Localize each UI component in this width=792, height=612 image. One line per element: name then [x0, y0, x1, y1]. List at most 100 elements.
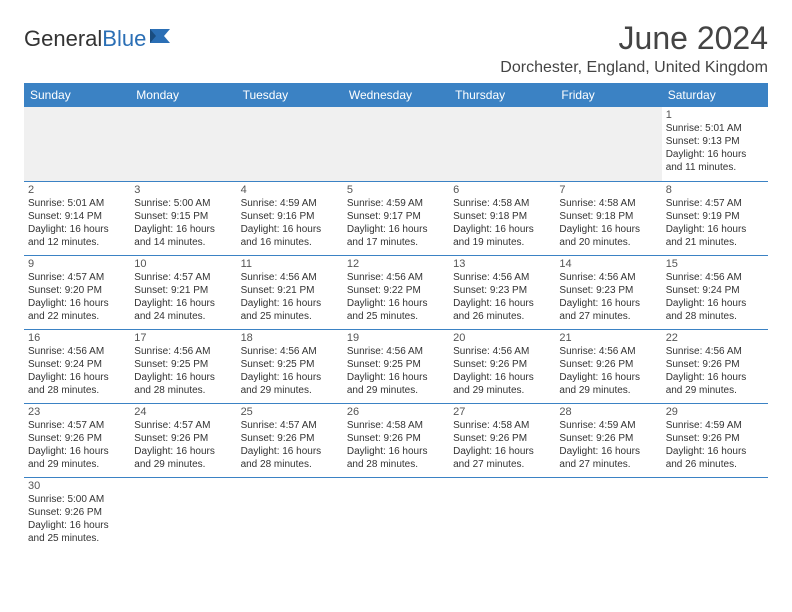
daylight-text: and 25 minutes. — [241, 310, 339, 323]
day-number: 30 — [28, 480, 126, 492]
sunset-text: Sunset: 9:18 PM — [559, 210, 657, 223]
sunset-text: Sunset: 9:26 PM — [453, 358, 551, 371]
calendar-empty-cell — [237, 107, 343, 181]
location-text: Dorchester, England, United Kingdom — [500, 59, 768, 77]
day-number: 19 — [347, 332, 445, 344]
sunrise-text: Sunrise: 4:56 AM — [453, 345, 551, 358]
day-number: 17 — [134, 332, 232, 344]
sunset-text: Sunset: 9:24 PM — [666, 284, 764, 297]
day-number: 5 — [347, 184, 445, 196]
day-number: 22 — [666, 332, 764, 344]
sunset-text: Sunset: 9:21 PM — [134, 284, 232, 297]
flag-icon — [150, 27, 176, 45]
calendar-empty-cell — [662, 477, 768, 551]
sunset-text: Sunset: 9:25 PM — [241, 358, 339, 371]
calendar-day-cell: 28Sunrise: 4:59 AMSunset: 9:26 PMDayligh… — [555, 403, 661, 477]
sunset-text: Sunset: 9:23 PM — [453, 284, 551, 297]
daylight-text: Daylight: 16 hours — [453, 371, 551, 384]
calendar-empty-cell — [24, 107, 130, 181]
sunrise-text: Sunrise: 4:57 AM — [28, 419, 126, 432]
daylight-text: and 25 minutes. — [347, 310, 445, 323]
daylight-text: Daylight: 16 hours — [134, 297, 232, 310]
sunset-text: Sunset: 9:20 PM — [28, 284, 126, 297]
day-number: 3 — [134, 184, 232, 196]
sunrise-text: Sunrise: 5:01 AM — [666, 122, 764, 135]
brand-name: GeneralBlue — [24, 26, 146, 52]
daylight-text: and 29 minutes. — [241, 384, 339, 397]
day-number: 24 — [134, 406, 232, 418]
daylight-text: and 20 minutes. — [559, 236, 657, 249]
daylight-text: Daylight: 16 hours — [666, 445, 764, 458]
weekday-header: Tuesday — [237, 83, 343, 107]
day-number: 21 — [559, 332, 657, 344]
sunset-text: Sunset: 9:25 PM — [134, 358, 232, 371]
day-number: 18 — [241, 332, 339, 344]
sunrise-text: Sunrise: 5:01 AM — [28, 197, 126, 210]
daylight-text: and 29 minutes. — [453, 384, 551, 397]
daylight-text: and 28 minutes. — [28, 384, 126, 397]
calendar-day-cell: 24Sunrise: 4:57 AMSunset: 9:26 PMDayligh… — [130, 403, 236, 477]
daylight-text: and 28 minutes. — [347, 458, 445, 471]
calendar-day-cell: 8Sunrise: 4:57 AMSunset: 9:19 PMDaylight… — [662, 181, 768, 255]
sunset-text: Sunset: 9:13 PM — [666, 135, 764, 148]
sunset-text: Sunset: 9:26 PM — [241, 432, 339, 445]
calendar-empty-cell — [449, 107, 555, 181]
sunset-text: Sunset: 9:26 PM — [134, 432, 232, 445]
sunrise-text: Sunrise: 4:56 AM — [559, 271, 657, 284]
sunset-text: Sunset: 9:26 PM — [28, 506, 126, 519]
calendar-empty-cell — [130, 107, 236, 181]
sunrise-text: Sunrise: 4:59 AM — [559, 419, 657, 432]
daylight-text: and 17 minutes. — [347, 236, 445, 249]
daylight-text: Daylight: 16 hours — [666, 148, 764, 161]
calendar-header-row: SundayMondayTuesdayWednesdayThursdayFrid… — [24, 83, 768, 107]
weekday-header: Thursday — [449, 83, 555, 107]
sunrise-text: Sunrise: 4:58 AM — [453, 197, 551, 210]
brand-name-part2: Blue — [102, 26, 146, 51]
daylight-text: Daylight: 16 hours — [453, 223, 551, 236]
calendar-day-cell: 6Sunrise: 4:58 AMSunset: 9:18 PMDaylight… — [449, 181, 555, 255]
sunrise-text: Sunrise: 4:56 AM — [347, 271, 445, 284]
daylight-text: Daylight: 16 hours — [241, 445, 339, 458]
brand-name-part1: General — [24, 26, 102, 51]
daylight-text: and 24 minutes. — [134, 310, 232, 323]
daylight-text: and 29 minutes. — [559, 384, 657, 397]
daylight-text: Daylight: 16 hours — [666, 371, 764, 384]
daylight-text: Daylight: 16 hours — [666, 297, 764, 310]
calendar-day-cell: 7Sunrise: 4:58 AMSunset: 9:18 PMDaylight… — [555, 181, 661, 255]
daylight-text: and 29 minutes. — [347, 384, 445, 397]
daylight-text: Daylight: 16 hours — [559, 445, 657, 458]
sunrise-text: Sunrise: 4:56 AM — [28, 345, 126, 358]
title-block: June 2024 Dorchester, England, United Ki… — [500, 20, 768, 77]
day-number: 20 — [453, 332, 551, 344]
sunset-text: Sunset: 9:16 PM — [241, 210, 339, 223]
calendar-body: 1Sunrise: 5:01 AMSunset: 9:13 PMDaylight… — [24, 107, 768, 551]
sunset-text: Sunset: 9:26 PM — [559, 432, 657, 445]
weekday-header: Sunday — [24, 83, 130, 107]
day-number: 15 — [666, 258, 764, 270]
daylight-text: and 28 minutes. — [241, 458, 339, 471]
month-title: June 2024 — [500, 20, 768, 57]
sunset-text: Sunset: 9:21 PM — [241, 284, 339, 297]
calendar-week-row: 16Sunrise: 4:56 AMSunset: 9:24 PMDayligh… — [24, 329, 768, 403]
sunrise-text: Sunrise: 4:59 AM — [666, 419, 764, 432]
calendar-day-cell: 19Sunrise: 4:56 AMSunset: 9:25 PMDayligh… — [343, 329, 449, 403]
sunrise-text: Sunrise: 4:56 AM — [347, 345, 445, 358]
day-number: 6 — [453, 184, 551, 196]
daylight-text: and 19 minutes. — [453, 236, 551, 249]
calendar-page: GeneralBlue June 2024 Dorchester, Englan… — [0, 0, 792, 571]
sunset-text: Sunset: 9:26 PM — [666, 358, 764, 371]
calendar-week-row: 1Sunrise: 5:01 AMSunset: 9:13 PMDaylight… — [24, 107, 768, 181]
day-number: 25 — [241, 406, 339, 418]
calendar-day-cell: 22Sunrise: 4:56 AMSunset: 9:26 PMDayligh… — [662, 329, 768, 403]
calendar-day-cell: 17Sunrise: 4:56 AMSunset: 9:25 PMDayligh… — [130, 329, 236, 403]
calendar-empty-cell — [555, 477, 661, 551]
day-number: 23 — [28, 406, 126, 418]
day-number: 14 — [559, 258, 657, 270]
sunrise-text: Sunrise: 4:56 AM — [453, 271, 551, 284]
calendar-day-cell: 13Sunrise: 4:56 AMSunset: 9:23 PMDayligh… — [449, 255, 555, 329]
daylight-text: Daylight: 16 hours — [134, 371, 232, 384]
day-number: 12 — [347, 258, 445, 270]
calendar-day-cell: 1Sunrise: 5:01 AMSunset: 9:13 PMDaylight… — [662, 107, 768, 181]
calendar-day-cell: 4Sunrise: 4:59 AMSunset: 9:16 PMDaylight… — [237, 181, 343, 255]
daylight-text: Daylight: 16 hours — [559, 223, 657, 236]
